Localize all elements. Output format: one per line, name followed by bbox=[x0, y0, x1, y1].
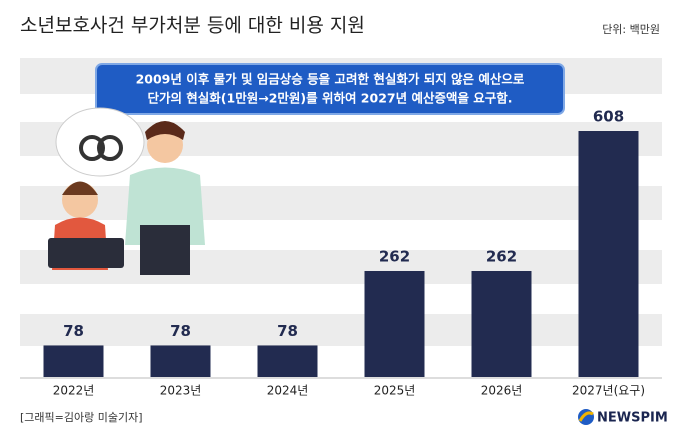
value-label: 608 bbox=[593, 108, 624, 126]
bar bbox=[43, 345, 104, 377]
logo: NEWSPIM bbox=[597, 411, 668, 426]
value-label: 78 bbox=[63, 322, 84, 340]
logo-icon bbox=[578, 409, 594, 425]
credit: [그래픽=김아랑 미술기자] bbox=[20, 411, 143, 424]
x-tick-label: 2024년 bbox=[267, 384, 309, 398]
value-label: 78 bbox=[277, 322, 298, 340]
x-tick-label: 2026년 bbox=[481, 384, 523, 398]
bar bbox=[150, 345, 211, 377]
x-tick-label: 2027년(요구) bbox=[572, 384, 645, 398]
logo-icon bbox=[578, 411, 594, 422]
x-tick-label: 2025년 bbox=[374, 384, 416, 398]
bar bbox=[257, 345, 318, 377]
annotation-line: 2009년 이후 물가 및 임금상승 등을 고려한 현실화가 되지 않은 예산으… bbox=[136, 72, 525, 87]
annotation-line: 단가의 현실화(1만원→2만원)를 위하여 2027년 예산증액을 요구함. bbox=[147, 91, 512, 106]
bar bbox=[578, 131, 639, 377]
value-label: 262 bbox=[379, 247, 410, 265]
annotation-box bbox=[95, 63, 565, 115]
value-label: 262 bbox=[486, 247, 517, 265]
unit-label: 단위: 백만원 bbox=[602, 23, 660, 36]
bar bbox=[471, 270, 532, 377]
chart-title: 소년보호사건 부가처분 등에 대한 비용 지원 bbox=[20, 15, 365, 37]
x-tick-label: 2023년 bbox=[160, 384, 202, 398]
x-tick-label: 2022년 bbox=[53, 384, 95, 398]
bar bbox=[364, 270, 425, 377]
illustration bbox=[48, 107, 205, 275]
background-stripes bbox=[20, 58, 662, 346]
value-label: 78 bbox=[170, 322, 191, 340]
